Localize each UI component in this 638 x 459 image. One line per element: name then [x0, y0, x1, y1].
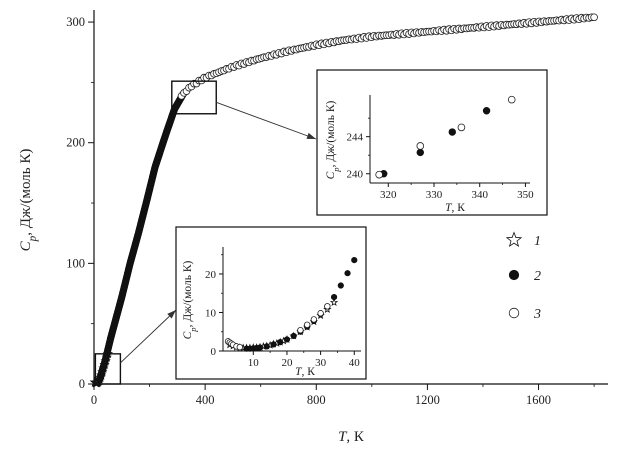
- y-tick-label: 244: [347, 132, 364, 144]
- legend-label: 1: [534, 234, 541, 249]
- inset-high-border: [316, 69, 548, 216]
- y-tick-label: 0: [211, 346, 217, 358]
- data-point: [416, 142, 425, 150]
- data-point: [310, 316, 318, 323]
- data-point: [270, 341, 277, 348]
- y-tick-label: 20: [205, 269, 217, 281]
- y-tick-label: 100: [66, 256, 85, 270]
- series-open-circle: [177, 13, 598, 100]
- zoom-connector-line: [216, 101, 317, 140]
- data-point: [351, 256, 358, 264]
- x-tick-label: 10: [248, 357, 260, 369]
- y-tick-label: 10: [205, 307, 217, 319]
- data-point: [375, 170, 383, 179]
- legend-label: 3: [533, 307, 541, 322]
- data-point: [329, 298, 339, 307]
- legend-marker-star: [505, 231, 523, 247]
- y-axis-label: Cp, Дж/(моль К): [18, 149, 39, 252]
- data-point: [330, 293, 338, 301]
- x-tick-label: 350: [517, 189, 534, 201]
- data-point: [590, 13, 598, 22]
- x-tick-label: 320: [380, 189, 397, 201]
- legend-label: 2: [534, 269, 541, 284]
- x-tick-label: 330: [426, 189, 443, 201]
- data-point: [507, 95, 516, 104]
- data-point: [448, 128, 456, 136]
- data-point: [263, 343, 270, 350]
- inset-low-y-label: Cp, Дж/(моль К): [182, 260, 198, 339]
- inset-high-temperature: 320 330 340 350 240 244 T, К Cp, Дж/(моль К): [316, 69, 548, 216]
- zoom-box: [171, 80, 217, 115]
- data-point: [324, 303, 331, 310]
- y-tick-label: 300: [66, 15, 85, 29]
- inset-low-x-label: T, К: [295, 366, 315, 378]
- x-tick-label: 30: [315, 357, 327, 369]
- zoom-connector-line: [120, 309, 177, 364]
- legend: 1 2 3: [505, 231, 541, 322]
- legend-marker-filled-circle: [508, 269, 520, 281]
- y-tick-label: 0: [79, 377, 85, 391]
- data-point: [297, 327, 304, 334]
- legend-entry-2: 2: [508, 269, 541, 284]
- data-point: [290, 332, 297, 340]
- x-axis-label: T, К: [338, 429, 365, 445]
- legend-entry-3: 3: [508, 307, 541, 322]
- inset-low-border: [175, 226, 367, 380]
- data-point: [303, 321, 311, 329]
- x-tick-label: 40: [349, 357, 361, 369]
- data-point: [482, 107, 491, 115]
- zoom-box: [94, 353, 122, 385]
- y-tick-label: 240: [347, 169, 364, 181]
- x-tick-label: 340: [471, 189, 488, 201]
- legend-marker-open-circle: [508, 307, 520, 319]
- y-tick-label: 200: [66, 136, 85, 150]
- data-point: [457, 123, 466, 132]
- data-point: [344, 270, 351, 277]
- zoom-connector-arrowhead: [306, 132, 316, 139]
- zoom-connector-arrowhead: [167, 310, 176, 319]
- x-tick-label: 800: [307, 393, 326, 407]
- data-point: [283, 336, 291, 343]
- x-tick-label: 400: [196, 393, 215, 407]
- data-point: [416, 148, 424, 157]
- inset-high-x-label: T, К: [445, 202, 465, 214]
- data-point: [337, 282, 344, 289]
- x-tick-label: 20: [281, 357, 293, 369]
- data-point: [317, 310, 324, 317]
- data-point: [256, 344, 264, 351]
- data-point: [236, 343, 244, 351]
- series-filled-circle: [95, 90, 187, 384]
- zoom-connectors: [94, 80, 317, 385]
- inset-high-series-open-circle: [375, 95, 516, 179]
- legend-entry-1: 1: [505, 231, 541, 249]
- data-point: [277, 339, 284, 346]
- x-tick-label: 1600: [526, 393, 551, 407]
- inset-low-series-open-circle: [224, 303, 331, 351]
- inset-high-series-filled-circle: [380, 107, 491, 178]
- x-tick-label: 1200: [415, 393, 440, 407]
- x-tick-label: 0: [91, 393, 97, 407]
- inset-high-y-label: Cp, Дж/(моль К): [325, 100, 341, 179]
